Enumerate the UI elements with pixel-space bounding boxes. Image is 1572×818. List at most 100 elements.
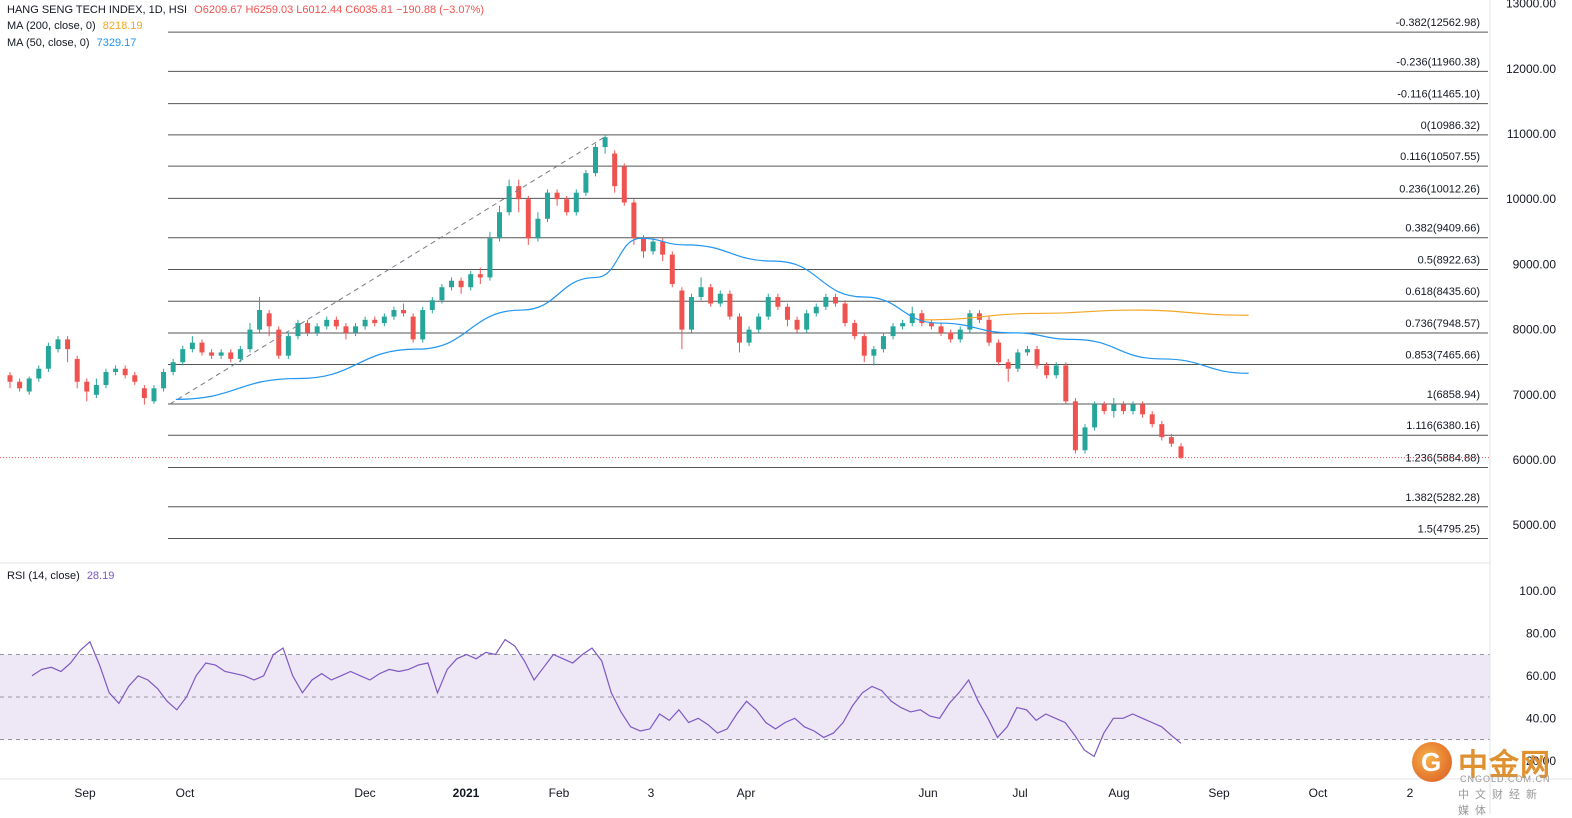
candle-body <box>333 319 339 327</box>
candle-body <box>640 238 646 252</box>
candle-body <box>1168 437 1174 444</box>
candle-body <box>1149 414 1155 425</box>
trend-line <box>169 134 609 405</box>
fib-label: 0.736(7948.57) <box>1405 318 1480 330</box>
rsi-pane[interactable]: 100.00 80.00 60.00 40.00 20.00 <box>0 584 1556 768</box>
candle-body <box>669 254 675 284</box>
candle-body <box>7 375 13 382</box>
candle-body <box>372 319 378 324</box>
candle-body <box>621 166 627 203</box>
candle-body <box>1140 404 1146 415</box>
candle-body <box>103 371 109 386</box>
candle-body <box>583 173 589 193</box>
candle-body <box>324 319 330 327</box>
candle-body <box>909 313 915 324</box>
candle-body <box>391 310 397 317</box>
candle-body <box>477 274 483 278</box>
candle-body <box>919 313 925 324</box>
candle-body <box>861 336 867 356</box>
fib-label: 0.5(8922.63) <box>1418 254 1480 266</box>
candle-body <box>1044 365 1050 376</box>
ohlc-values: O6209.67 H6259.03 L6012.44 C6035.81 −190… <box>194 4 485 16</box>
ma200-label: MA (200, close, 0) <box>7 20 96 32</box>
candle-body <box>602 137 608 148</box>
ma200-line <box>923 309 1249 321</box>
candle-body <box>948 332 954 340</box>
price-tick-label: 8000.00 <box>1513 323 1557 337</box>
candle-body <box>880 336 886 350</box>
rsi-tick-label: 80.00 <box>1526 626 1556 640</box>
time-tick-label: Oct <box>1309 786 1328 800</box>
time-tick-label: Feb <box>549 786 570 800</box>
price-tick-label: 13000.00 <box>1506 0 1556 11</box>
time-tick-label: Jul <box>1012 786 1027 800</box>
logo-tagline: 中文财经新媒体 <box>1458 789 1543 817</box>
candle-body <box>1063 365 1069 402</box>
candle-body <box>468 274 474 288</box>
candle-body <box>189 342 195 350</box>
candle-body <box>257 310 263 330</box>
price-tick-label: 12000.00 <box>1506 62 1556 76</box>
candle-body <box>305 323 311 333</box>
fib-label: 0(10986.32) <box>1421 120 1480 132</box>
price-tick-label: 6000.00 <box>1513 453 1557 467</box>
candle-body <box>679 290 685 330</box>
time-tick-label: 2021 <box>453 786 480 800</box>
candle-body <box>237 349 243 359</box>
candle-body <box>554 192 560 200</box>
time-tick-label: Dec <box>354 786 375 800</box>
ma50-legend: MA (50, close, 0) 7329.17 <box>7 37 136 49</box>
candle-body <box>170 362 176 372</box>
price-tick-label: 7000.00 <box>1513 388 1557 402</box>
candle-body <box>794 319 800 330</box>
candle-body <box>295 323 301 337</box>
ma50-label: MA (50, close, 0) <box>7 37 90 49</box>
time-axis[interactable]: Sep Oct Dec 2021 Feb 3 Apr Jun Jul Aug Sep Oct 2 <box>74 786 1413 800</box>
candle-body <box>141 388 147 399</box>
candle-body <box>1015 352 1021 369</box>
rsi-value: 28.19 <box>86 570 115 582</box>
fib-label: -0.236(11960.38) <box>1396 56 1480 68</box>
candle-body <box>631 202 637 239</box>
candle-body <box>593 147 598 174</box>
time-tick-label: Jun <box>918 786 937 800</box>
candle-body <box>516 186 522 200</box>
candle-body <box>276 329 282 356</box>
candle-body <box>401 310 407 314</box>
candle-body <box>410 316 416 340</box>
candle-body <box>996 342 1002 363</box>
candle-body <box>65 339 71 350</box>
logo-brand: 中金网 <box>1458 749 1551 782</box>
logo-domain: CNGOLD.COM.CN <box>1460 774 1551 784</box>
rsi-tick-label: 20.00 <box>1526 754 1556 768</box>
watermark-logo: G 中金网 CNGOLD.COM.CN 中文财经新媒体 <box>1408 738 1558 817</box>
price-tick-label: 10000.00 <box>1506 192 1556 206</box>
candle-body <box>266 313 272 327</box>
fib-label: 0.618(8435.60) <box>1405 286 1480 298</box>
price-pane[interactable]: -0.5(13063.67)-0.382(12562.98)-0.236(119… <box>0 0 1490 540</box>
candle-body <box>688 297 694 330</box>
price-tick-label: 9000.00 <box>1513 257 1557 271</box>
candle-body <box>420 310 426 340</box>
candle-body <box>525 199 531 239</box>
candle-body <box>832 297 838 304</box>
fib-label: -0.382(12562.98) <box>1396 17 1480 29</box>
fib-label: 1.5(4795.25) <box>1418 524 1480 536</box>
candle-body <box>497 212 503 239</box>
fib-label: 1.236(5884.88) <box>1405 453 1480 465</box>
candle-body <box>698 287 704 297</box>
candle-body <box>439 287 445 301</box>
candle-body <box>1053 365 1059 376</box>
candle-body <box>285 336 291 356</box>
candle-body <box>1024 349 1030 353</box>
rsi-tick-label: 100.00 <box>1519 584 1556 598</box>
candle-body <box>756 316 762 330</box>
candle-body <box>381 316 387 324</box>
fib-label: -0.116(11465.10) <box>1397 89 1480 101</box>
candle-body <box>247 329 253 350</box>
candle-body <box>1111 404 1117 412</box>
candle-body <box>151 388 157 402</box>
rsi-label: RSI (14, close) <box>7 570 80 582</box>
